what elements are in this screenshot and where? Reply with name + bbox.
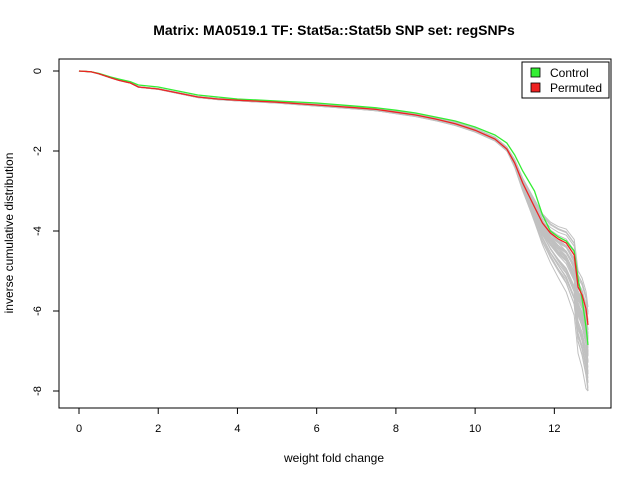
background-series-line [78,70,589,357]
y-tick-label: -2 [32,146,44,156]
background-series-group [78,70,589,392]
background-series-line [78,70,589,349]
y-axis-label: inverse cumulative distribution [2,153,16,314]
background-series-line [78,70,589,383]
background-series-line [78,70,589,334]
background-series-line [78,70,589,352]
series-line-permuted [78,70,589,326]
background-series-line [78,70,589,354]
legend-swatch-control [530,67,541,78]
background-series-line [78,70,589,321]
background-series-line [78,70,589,355]
legend-label-control: Control [550,66,589,80]
background-series-line [78,70,589,384]
legend: Control Permuted [521,61,610,99]
background-series-line [78,70,589,347]
plot-frame [58,58,612,409]
x-tick-label: 8 [393,423,399,435]
x-tick-label: 4 [234,423,240,435]
x-tick-label: 6 [314,423,320,435]
background-series-line [78,70,589,392]
background-series-line [78,70,589,379]
y-axis: 0 -2 -4 -6 -8 [32,68,60,396]
x-tick-label: 12 [548,423,560,435]
y-tick-label: 0 [32,68,44,74]
background-series-line [78,70,589,351]
background-series-line [78,70,589,392]
background-series-line [78,70,589,375]
background-series-line [78,70,589,338]
y-tick-label: -4 [32,226,44,236]
x-axis: 0 2 4 6 8 10 12 [76,407,560,435]
background-series-line [78,70,589,363]
background-series-line [78,70,589,363]
series-line-control [78,70,589,346]
background-series-line [78,70,589,388]
background-series-line [78,70,589,392]
legend-swatch-permuted [530,82,541,93]
main-series-group [78,70,589,346]
background-series-line [78,70,589,340]
chart-title: Matrix: MA0519.1 TF: Stat5a::Stat5b SNP … [153,22,515,38]
background-series-line [78,70,589,344]
background-series-line [78,70,589,331]
background-series-line [78,70,589,368]
background-series-line [78,70,589,341]
x-tick-label: 10 [469,423,481,435]
x-axis-label: weight fold change [283,451,384,465]
background-series-line [78,70,589,335]
plot-area [58,58,612,409]
y-tick-label: -8 [32,386,44,396]
legend-label-permuted: Permuted [550,81,602,95]
x-tick-label: 0 [76,423,82,435]
background-series-line [78,70,589,337]
background-series-line [78,70,589,353]
background-series-line [78,70,589,323]
y-tick-label: -6 [32,306,44,316]
background-series-line [78,70,589,375]
background-series-line [78,70,589,330]
background-series-line [78,70,589,340]
background-series-line [78,70,589,338]
background-series-line [78,70,589,356]
background-series-line [78,70,589,362]
background-series-line [78,70,589,372]
x-tick-label: 2 [155,423,161,435]
